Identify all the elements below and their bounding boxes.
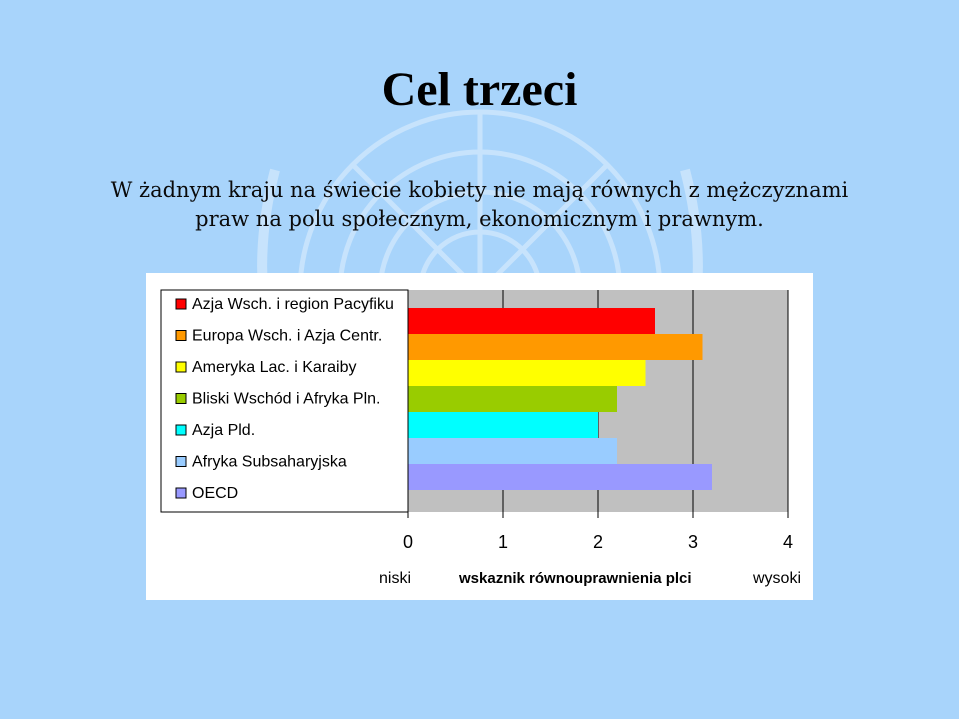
legend-label-2: Europa Wsch. i Azja Centr. xyxy=(192,328,382,345)
subtitle-line-1: W żadnym kraju na świecie kobiety nie ma… xyxy=(110,178,849,202)
legend-swatch-1 xyxy=(175,298,187,310)
x-tick-label: 2 xyxy=(593,532,603,552)
bar-6 xyxy=(408,438,617,464)
legend-swatch-4 xyxy=(175,393,187,404)
bar-5 xyxy=(408,412,598,438)
legend-label-7: OECD xyxy=(192,485,238,502)
x-tick-label: 4 xyxy=(783,532,793,552)
legend-swatch-6 xyxy=(175,456,187,467)
legend-label-6: Afryka Subsaharyjska xyxy=(192,454,347,471)
legend-box xyxy=(160,289,409,513)
slide-title: Cel trzeci xyxy=(381,63,578,116)
bar-2 xyxy=(408,334,703,360)
subtitle-line-2: praw na polu społecznym, ekonomicznym i … xyxy=(195,207,764,231)
bar-3 xyxy=(408,360,646,386)
x-axis-label-low: niski xyxy=(379,570,411,587)
legend-swatch-5 xyxy=(175,424,187,436)
x-tick-label: 3 xyxy=(688,532,698,552)
legend-label-1: Azja Wsch. i region Pacyfiku xyxy=(192,296,394,313)
legend-swatch-2 xyxy=(175,330,187,341)
legend-label-5: Azja Pld. xyxy=(192,422,255,439)
legend-swatch-3 xyxy=(175,361,187,373)
x-axis-title: wskaznik równouprawnienia plci xyxy=(458,570,692,587)
legend-swatch-7 xyxy=(175,487,187,499)
gender-equality-bar-chart: Azja Wsch. i region Pacyfiku Europa Wsch.… xyxy=(160,289,801,587)
legend-label-4: Bliski Wschód i Afryka Pln. xyxy=(192,391,381,408)
legend-label-3: Ameryka Lac. i Karaiby xyxy=(192,359,357,376)
bar-7 xyxy=(408,464,712,490)
chart-container: Azja Wsch. i region Pacyfiku Europa Wsch.… xyxy=(146,273,813,600)
slide-subtitle: W żadnym kraju na świecie kobiety nie ma… xyxy=(60,176,899,234)
x-tick-label: 1 xyxy=(498,532,508,552)
bar-1 xyxy=(408,308,655,334)
x-tick-label: 0 xyxy=(403,532,413,552)
x-axis-label-high: wysoki xyxy=(752,570,801,587)
bar-4 xyxy=(408,386,617,412)
